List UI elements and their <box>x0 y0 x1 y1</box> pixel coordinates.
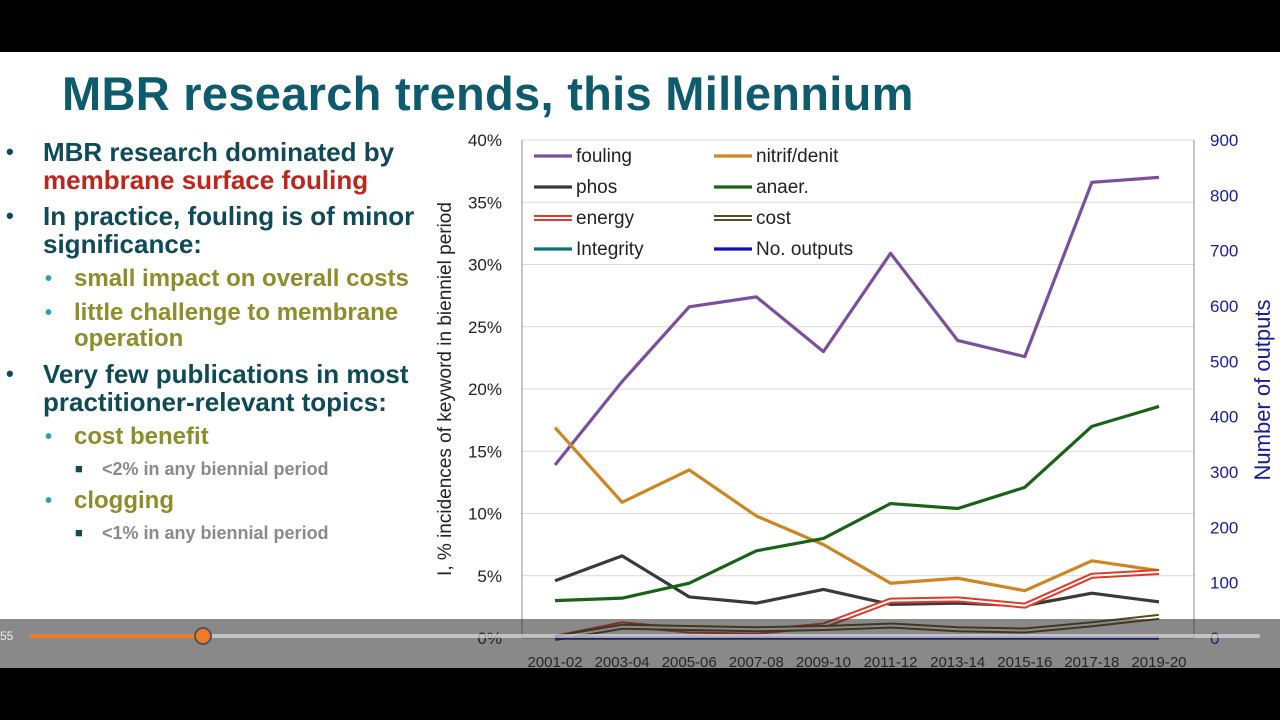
y2-tick-label: 300 <box>1210 463 1238 482</box>
bullet-marker: ■ <box>75 525 83 540</box>
y2-tick-label: 900 <box>1210 131 1238 150</box>
legend-entry: Integrity <box>534 239 644 260</box>
bullet-text: small impact on overall costs <box>74 265 409 292</box>
bullet-marker: • <box>6 361 14 386</box>
bullet-marker: • <box>45 268 53 290</box>
progress-knob[interactable] <box>193 627 212 645</box>
bullet-text: little challenge to membrane operation <box>74 299 399 352</box>
y2-tick-label: 500 <box>1210 352 1238 371</box>
legend-entry: cost <box>714 208 792 229</box>
series-phos <box>554 554 1160 608</box>
legend-label: No. outputs <box>756 239 853 260</box>
bullet-list: • MBR research dominated by membrane sur… <box>0 138 430 552</box>
bullet-marker: • <box>6 203 14 228</box>
bullet-text: clogging <box>74 487 174 514</box>
line-chart: 0%5%10%15%20%25%30%35%40%010020030040050… <box>435 131 1275 668</box>
legend-entry: phos <box>534 177 617 198</box>
bullet-marker: • <box>45 302 53 324</box>
y2-tick-label: 100 <box>1210 574 1238 593</box>
subbullet-cost-benefit: • cost benefit <box>0 424 430 450</box>
subbullet-small-impact: • small impact on overall costs <box>0 266 430 292</box>
series-line <box>553 175 1160 466</box>
y-tick-label: 40% <box>468 131 502 150</box>
legend-entry: nitrif/denit <box>714 146 839 167</box>
bullet-mbr-research: • MBR research dominated by membrane sur… <box>0 138 430 194</box>
subsubbullet-clogging-share: ■ <1% in any biennial period <box>0 522 430 544</box>
legend-label: fouling <box>576 146 632 167</box>
bullet-very-few: • Very few publications in most practiti… <box>0 360 430 416</box>
bullet-marker: ■ <box>75 461 83 476</box>
subbullet-clogging: • clogging <box>0 488 430 514</box>
bullet-text: MBR research dominated by <box>43 137 395 167</box>
bullet-marker: • <box>45 426 53 448</box>
legend-entry: No. outputs <box>714 239 853 260</box>
bullet-text: In practice, fouling is of minor signifi… <box>43 201 415 259</box>
progress-track[interactable] <box>30 627 1260 645</box>
legend-label: cost <box>756 208 792 229</box>
series-line <box>554 554 1160 608</box>
y2-tick-label: 700 <box>1210 242 1238 261</box>
legend-label: nitrif/denit <box>756 146 839 167</box>
bullet-marker: • <box>6 139 14 164</box>
y-tick-label: 5% <box>477 567 502 586</box>
series-anaer- <box>554 404 1160 603</box>
series-line <box>554 404 1160 603</box>
current-time-label: 55 <box>0 629 14 643</box>
bullet-highlight: membrane surface fouling <box>43 165 369 195</box>
progress-fill <box>30 634 201 638</box>
slide-title: MBR research trends, this Millennium <box>62 67 914 120</box>
y-tick-label: 35% <box>468 193 502 212</box>
legend-entry: anaer. <box>714 177 809 198</box>
series-fouling <box>553 175 1160 466</box>
legend-entry: energy <box>534 208 635 229</box>
bullet-in-practice: • In practice, fouling is of minor signi… <box>0 202 430 258</box>
y2-tick-label: 600 <box>1210 297 1238 316</box>
legend-label: energy <box>576 208 635 229</box>
series-nitrif-denit <box>553 426 1160 593</box>
y-tick-label: 25% <box>468 318 502 337</box>
legend-label: Integrity <box>576 239 644 260</box>
y-tick-label: 20% <box>468 380 502 399</box>
series-line <box>553 426 1160 593</box>
y2-tick-label: 400 <box>1210 408 1238 427</box>
bullet-text: <2% in any biennial period <box>102 459 329 479</box>
subsubbullet-cost-benefit-share: ■ <2% in any biennial period <box>0 458 430 480</box>
y-tick-label: 10% <box>468 505 502 524</box>
legend-entry: fouling <box>534 146 632 167</box>
y2-axis-title: Number of outputs <box>1250 300 1275 481</box>
bullet-text: cost benefit <box>74 423 209 450</box>
legend-label: anaer. <box>756 177 809 198</box>
bullet-marker: • <box>45 490 53 512</box>
bullet-text: Very few publications in most practition… <box>43 359 409 417</box>
y2-tick-label: 200 <box>1210 518 1238 537</box>
y-tick-label: 30% <box>468 256 502 275</box>
bullet-text: <1% in any biennial period <box>102 523 329 543</box>
video-player-bar: 55 <box>0 619 1280 668</box>
y2-tick-label: 800 <box>1210 186 1238 205</box>
slide: MBR research trends, this Millennium • M… <box>0 52 1280 668</box>
subbullet-little-challenge: • little challenge to membrane operation <box>0 300 430 352</box>
legend-label: phos <box>576 177 617 198</box>
y-axis-title: I, % incidences of keyword in bienniel p… <box>435 202 456 576</box>
y-tick-label: 15% <box>468 442 502 461</box>
